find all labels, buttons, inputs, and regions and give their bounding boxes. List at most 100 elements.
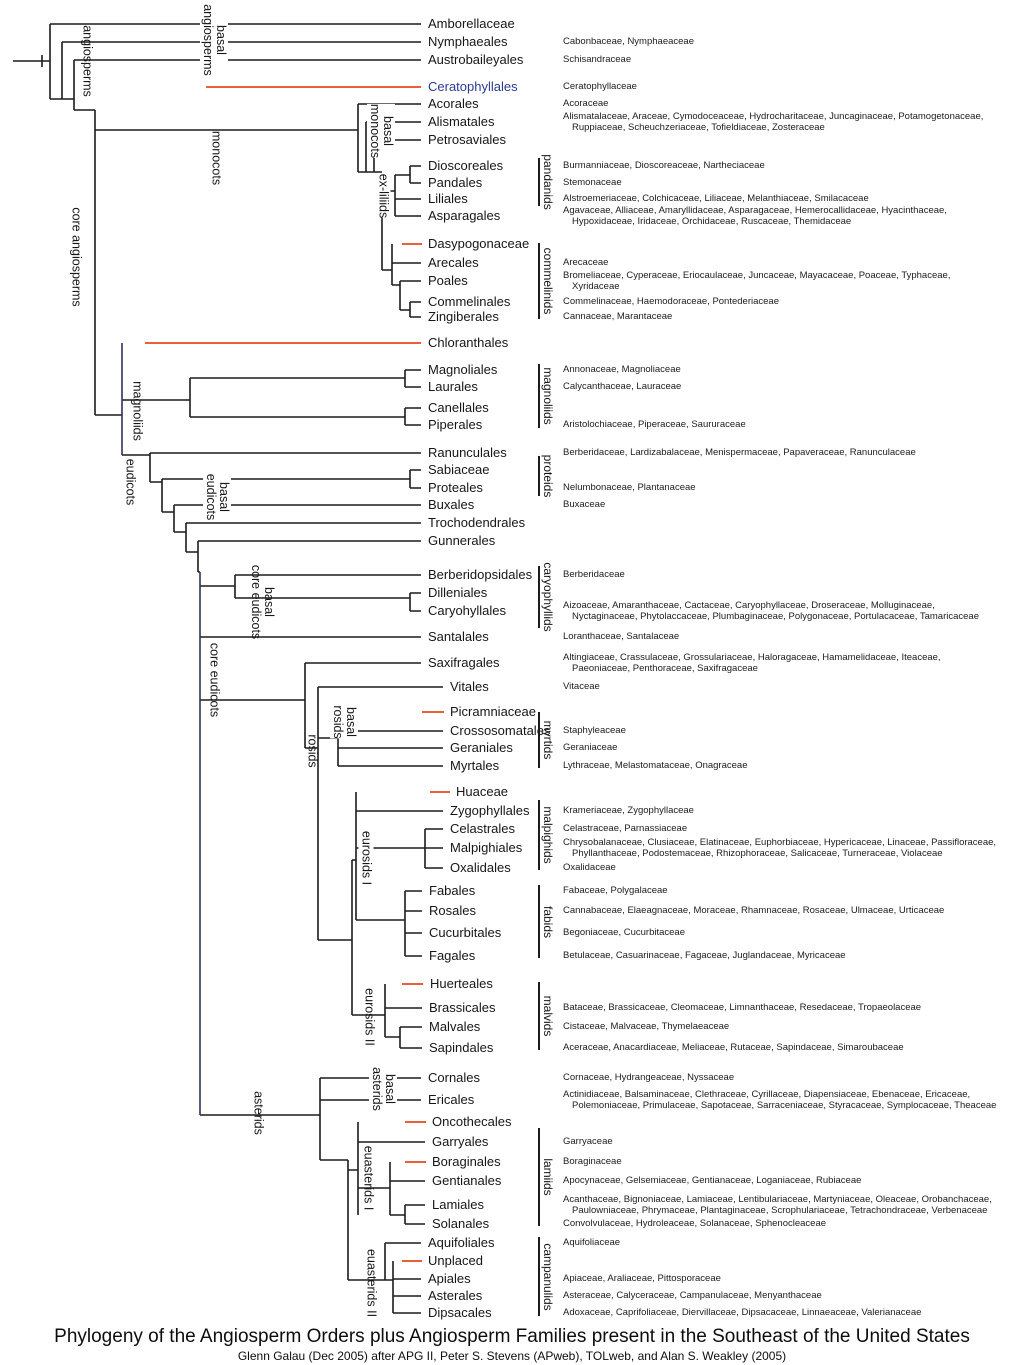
taxon-families-piperales: Aristolochiaceae, Piperaceae, Saururacea… xyxy=(563,419,746,430)
taxon-families-buxales: Buxaceae xyxy=(563,499,606,510)
taxon-families-fabales: Fabaceae, Polygalaceae xyxy=(563,885,668,896)
taxon-families-proteales: Nelumbonaceae, Plantanaceae xyxy=(563,482,696,493)
taxon-families-cucurbitales: Begoniaceae, Cucurbitaceae xyxy=(563,927,686,938)
tree-backbone-navy xyxy=(121,343,201,1115)
taxon-families-myrtales: Lythraceae, Melastomataceae, Onagraceae xyxy=(563,760,748,771)
group-bar-caryophyllids xyxy=(538,566,540,628)
group-label-caryophyllids: caryophyllids xyxy=(541,562,555,632)
taxon-families-ceratophyllales: Ceratophyllaceae xyxy=(563,81,637,92)
taxon-families-boraginales: Boraginaceae xyxy=(563,1156,622,1167)
taxon-nymphaeales: Nymphaeales xyxy=(428,34,508,49)
taxon-piperales: Piperales xyxy=(428,417,483,432)
taxon-malpighiales: Malpighiales xyxy=(450,840,523,855)
group-bar-magnoliids xyxy=(538,364,540,428)
group-bar-malpighids xyxy=(538,800,540,870)
taxon-oxalidales: Oxalidales xyxy=(450,860,511,875)
taxon-alismatales: Alismatales xyxy=(428,114,495,129)
taxon-families-celastrales: Celastraceae, Parnassiaceae xyxy=(563,823,688,834)
taxon-canellales: Canellales xyxy=(428,400,489,415)
taxon-families-berberidopsidales: Berberidaceae xyxy=(563,569,625,580)
tree-branches xyxy=(13,23,443,1314)
taxon-picramniaceae: Picramniaceae xyxy=(450,704,536,719)
taxon-families-nymphaeales: Cabonbaceae, Nymphaeaceae xyxy=(563,36,694,47)
group-label-fabids: fabids xyxy=(541,905,555,938)
taxon-gunnerales: Gunnerales xyxy=(428,533,496,548)
clade-label-euasterids-i: euasterids I xyxy=(361,1145,376,1211)
taxon-sabiaceae: Sabiaceae xyxy=(428,462,490,477)
taxon-apiales: Apiales xyxy=(428,1271,471,1286)
taxon-solanales: Solanales xyxy=(432,1216,490,1231)
clade-label-magnoliids: magnoliids xyxy=(130,381,145,441)
taxon-rosales: Rosales xyxy=(429,903,476,918)
diagram-credit: Glenn Galau (Dec 2005) after APG II, Pet… xyxy=(237,1349,787,1363)
taxon-families-crossosomatales: Staphyleaceae xyxy=(563,725,626,736)
taxon-families-pandales: Stemonaceae xyxy=(563,177,622,188)
group-label-malpighids: malpighids xyxy=(541,806,555,864)
clade-label-basal-monocots: basal monocots xyxy=(367,103,395,159)
clade-label-basal-core-eudicots: basal core eudicots xyxy=(249,564,276,640)
clade-label-rosids: rosids xyxy=(305,734,320,768)
taxon-families-cornales: Cornaceae, Hydrangeaceae, Nyssaceae xyxy=(563,1072,735,1083)
taxon-ranunculales: Ranunculales xyxy=(428,445,507,460)
taxon-asparagales: Asparagales xyxy=(428,208,501,223)
taxon-families-saxifragales: Altingiaceae, Crassulaceae, Grossulariac… xyxy=(563,651,941,674)
group-label-magnoliids: magnoliids xyxy=(541,367,555,425)
taxon-families-magnoliales: Annonaceae, Magnoliaceae xyxy=(563,364,681,375)
taxon-laurales: Laurales xyxy=(428,379,478,394)
group-label-campanulids: campanulids xyxy=(541,1242,555,1311)
taxon-sapindales: Sapindales xyxy=(429,1040,494,1055)
taxon-families-vitales: Vitaceae xyxy=(563,681,600,692)
taxon-huaceae: Huaceae xyxy=(456,784,509,799)
clade-label-angiosperms: angiosperms xyxy=(80,25,95,97)
taxon-ceratophyllales: Ceratophyllales xyxy=(428,79,518,94)
clade-label-basal-eudicots: basal eudicots xyxy=(203,473,231,521)
clade-label-basal-asterids: basal asterids xyxy=(369,1067,397,1111)
taxon-families-santalales: Loranthaceae, Santalaceae xyxy=(563,631,680,642)
taxon-pandales: Pandales xyxy=(428,175,483,190)
clade-label-eudicots: eudicots xyxy=(123,458,138,506)
group-bar-pandanids xyxy=(538,158,540,206)
clade-label-eurosids-ii: eurosids II xyxy=(362,988,377,1046)
taxon-families-arecales: Arecaceae xyxy=(563,257,609,268)
taxon-families-malpighiales: Chrysobalanaceae, Clusiaceae, Elatinacea… xyxy=(563,836,997,859)
taxon-families-commelinales: Commelinaceae, Haemodoraceae, Pontederia… xyxy=(563,296,779,307)
taxon-crossosomatales: Crossosomatales xyxy=(450,723,551,738)
taxon-poales: Poales xyxy=(428,273,468,288)
taxon-geraniales: Geraniales xyxy=(450,740,513,755)
taxon-cornales: Cornales xyxy=(428,1070,481,1085)
taxon-celastrales: Celastrales xyxy=(450,821,516,836)
taxon-brassicales: Brassicales xyxy=(429,1000,496,1015)
taxon-huerteales: Huerteales xyxy=(430,976,493,991)
taxon-malvales: Malvales xyxy=(429,1019,481,1034)
clade-label-basal-rosids: basal rosids xyxy=(330,705,358,739)
taxon-families-oxalidales: Oxalidaceae xyxy=(563,862,616,873)
taxon-zygophyllales: Zygophyllales xyxy=(450,803,530,818)
taxon-santalales: Santalales xyxy=(428,629,489,644)
clade-label-core-angiosperms: core angiosperms xyxy=(69,207,84,307)
group-label-myrtids: myrtids xyxy=(541,720,555,760)
taxon-families-zingiberales: Cannaceae, Marantaceae xyxy=(563,311,673,322)
group-label-commelinids: commelinids xyxy=(541,247,555,315)
taxon-families-asparagales: Agavaceae, Alliaceae, Amaryllidaceae, As… xyxy=(563,204,947,227)
taxon-families-brassicales: Bataceae, Brassicaceae, Cleomaceae, Limn… xyxy=(563,1002,922,1013)
group-bar-lamiids xyxy=(538,1128,540,1226)
taxon-dioscoreales: Dioscoreales xyxy=(428,158,504,173)
group-label-pandanids: pandanids xyxy=(541,154,555,210)
group-bar-myrtids xyxy=(538,712,540,768)
taxon-trochodendrales: Trochodendrales xyxy=(428,515,526,530)
taxon-cucurbitales: Cucurbitales xyxy=(429,925,502,940)
clade-label-core-eudicots: core eudicots xyxy=(207,642,222,718)
group-label-malvids: malvids xyxy=(541,995,555,1037)
clade-label-ex-liliids: ex-liliids xyxy=(375,173,391,219)
clade-label-eurosids-i: eurosids I xyxy=(358,830,374,886)
taxon-amborellaceae: Amborellaceae xyxy=(428,16,515,31)
taxon-families-ranunculales: Berberidaceae, Lardizabalaceae, Menisper… xyxy=(563,447,916,458)
clade-label-asterids: asterids xyxy=(251,1091,266,1135)
taxon-fagales: Fagales xyxy=(429,948,476,963)
taxon-oncothecales: Oncothecales xyxy=(432,1114,512,1129)
taxon-families-ericales: Actinidiaceae, Balsaminaceae, Clethracea… xyxy=(563,1088,997,1111)
taxon-zingiberales: Zingiberales xyxy=(428,309,499,324)
taxon-families-laurales: Calycanthaceae, Lauraceae xyxy=(563,381,682,392)
group-bar-campanulids xyxy=(538,1237,540,1316)
taxon-families-aquifoliales: Aquifoliaceae xyxy=(563,1237,621,1248)
